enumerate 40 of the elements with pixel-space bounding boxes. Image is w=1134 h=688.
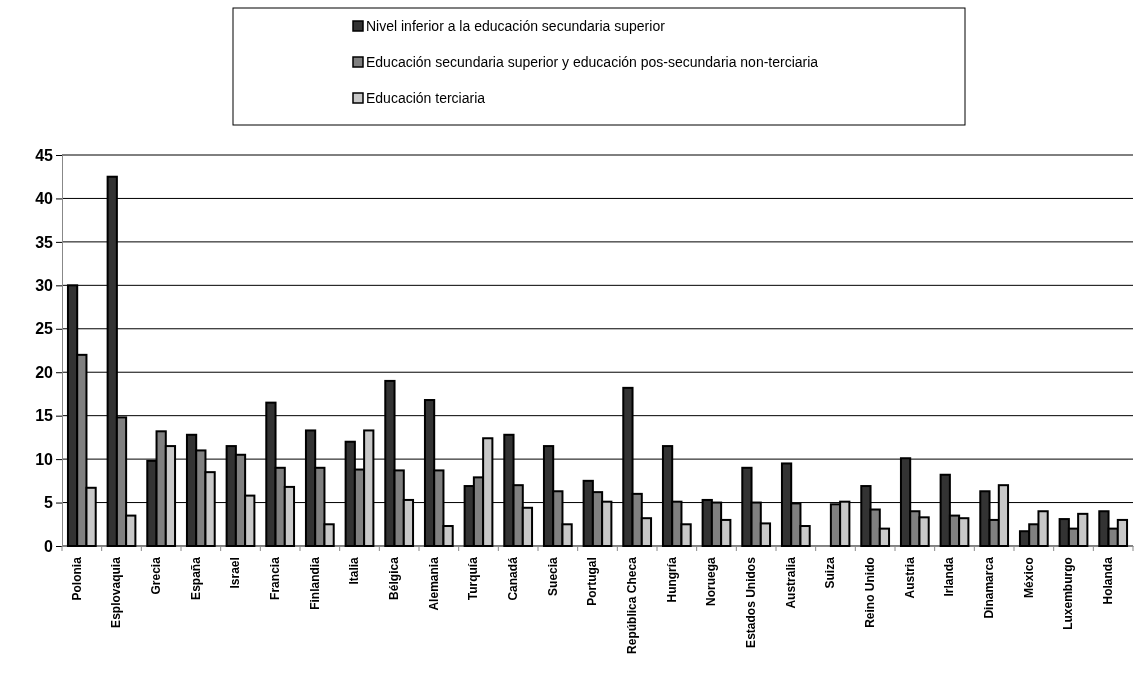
legend-label: Educación terciaria [366, 90, 486, 106]
y-tick-label: 25 [35, 320, 54, 338]
y-tick-label: 30 [35, 276, 54, 294]
legend-label: Educación secundaria superior y educación pos-secundaria non-terciaria [366, 54, 819, 70]
y-tick-label: 0 [44, 537, 54, 555]
x-tick-label: Irlanda [942, 556, 957, 597]
x-tick-label: Estados Unidos [743, 556, 758, 648]
x-tick-label: Grecia [148, 556, 163, 595]
y-tick-label: 40 [35, 190, 54, 208]
x-tick-label: Noruega [704, 556, 719, 606]
y-tick-label: 45 [35, 146, 54, 164]
x-tick-label: Suiza [823, 556, 838, 589]
x-tick-label: Polonia [69, 556, 84, 601]
x-tick-label: Dinamarca [981, 556, 996, 619]
x-tick-label: Suecia [545, 556, 560, 596]
x-tick-label: Finlandia [307, 556, 322, 610]
x-tick-label: Holanda [1100, 556, 1115, 605]
x-tick-label: Reino Unido [862, 557, 877, 628]
x-tick-label: Canadá [505, 556, 520, 601]
y-tick-label: 10 [35, 450, 54, 468]
x-tick-label: República Checa [624, 556, 639, 654]
x-tick-label: Hungría [664, 556, 679, 603]
y-tick-label: 15 [35, 407, 54, 425]
x-tick-label: Luxemburgo [1061, 557, 1076, 630]
x-tick-label: México [1021, 557, 1036, 598]
x-tick-label: Israel [228, 557, 243, 589]
x-tick-label: Australia [783, 556, 798, 609]
x-tick-label: Bélgica [386, 556, 401, 600]
x-tick-label: Portugal [585, 557, 600, 606]
x-tick-label: Esplovaquia [109, 556, 124, 628]
y-tick-label: 35 [35, 233, 54, 251]
x-tick-label: Francia [267, 556, 282, 600]
x-tick-label: Italia [347, 556, 362, 585]
y-tick-label: 5 [44, 494, 54, 512]
x-tick-label: Austria [902, 556, 917, 599]
x-tick-label: Turquía [466, 556, 481, 601]
x-tick-label: Alemania [426, 556, 441, 611]
y-tick-label: 20 [35, 363, 54, 381]
x-tick-label: España [188, 556, 203, 600]
legend-label: Nivel inferior a la educación secundaria superior [366, 18, 666, 34]
